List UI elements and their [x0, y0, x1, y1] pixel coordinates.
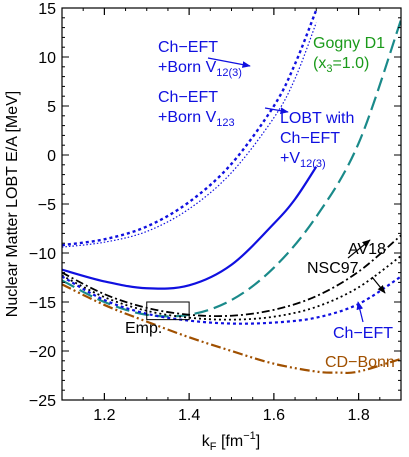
arrow-chEFT — [356, 301, 364, 323]
series-line-chEFT — [62, 275, 401, 325]
annotation-layer — [146, 57, 386, 323]
y-tick-label: −5 — [38, 197, 56, 214]
x-tick-label: 1.2 — [93, 407, 115, 424]
x-axis-label: kF [fm−1] — [202, 430, 260, 453]
curve-label-chborn3_l2: +Born V12(3) — [158, 59, 242, 79]
curve-label-av18_l: AV18 — [348, 241, 386, 258]
series-layer — [62, 9, 401, 375]
x-tick-label: 1.6 — [263, 407, 285, 424]
y-tick-label: −20 — [29, 344, 56, 361]
series-line-nsc97 — [62, 255, 401, 321]
curve-label-chEFT_l: Ch−EFT — [333, 325, 393, 342]
empirical-saturation-box — [146, 301, 190, 321]
curve-label-chborn3_l1: Ch−EFT — [158, 39, 218, 56]
x-axis-label-main: k — [202, 433, 211, 450]
y-tick-label: 0 — [47, 148, 56, 165]
y-tick-label: −25 — [29, 393, 56, 410]
y-axis-label: Nuclear Matter LOBT E/A [MeV] — [4, 91, 21, 317]
series-line-gogny — [62, 19, 401, 318]
series-line-chborn123 — [62, 22, 317, 248]
series-line-lobt — [62, 166, 318, 290]
x-tick-label: 1.8 — [348, 407, 370, 424]
labels-layer: Ch−EFT +Born V12(3) Ch−EFT +Born V123 LOBT w… — [125, 35, 395, 371]
axis-title-layer: kF [fm−1] Nuclear Matter LOBT E/A [MeV] — [4, 91, 260, 453]
x-axis-label-rest: [fm — [217, 433, 244, 450]
curve-label-emp_l: Emp. — [125, 320, 162, 337]
x-axis-label-close: ] — [256, 433, 260, 450]
x-tick-label: 1.4 — [178, 407, 200, 424]
x-axis-label-sub: F — [210, 441, 217, 453]
series-line-av18 — [62, 234, 401, 318]
curve-label-lobt_l3: +V12(3) — [280, 150, 326, 170]
curve-label-cdbonn_l: CD−Bonn — [325, 354, 395, 371]
series-line-chborn3 — [62, 9, 318, 247]
arrow-av18 — [347, 239, 371, 259]
curve-label-gogny_l2: (x3=1.0) — [313, 55, 369, 75]
curve-label-chborn123_l2: +Born V123 — [158, 109, 235, 129]
curve-label-chborn123_l1: Ch−EFT — [158, 89, 218, 106]
y-tick-label: 10 — [38, 50, 56, 67]
curve-label-gogny_l1: Gogny D1 — [313, 35, 385, 52]
y-tick-label: −15 — [29, 295, 56, 312]
curve-label-nsc97_l: NSC97 — [307, 260, 359, 277]
curve-label-lobt_l2: Ch−EFT — [280, 130, 340, 147]
arrow-chborn3 — [207, 57, 251, 68]
axes-layer: 1.2 1.4 1.6 1.8 −25 −20 −15 −10 −5 0 5 10 15 — [29, 1, 402, 424]
y-tick-label: 5 — [47, 99, 56, 116]
y-tick-label: −10 — [29, 246, 56, 263]
y-tick-label: 15 — [38, 1, 56, 18]
arrow-nsc97 — [371, 276, 386, 294]
x-axis-label-sup: −1 — [243, 430, 256, 442]
curve-label-lobt_l1: LOBT with — [280, 110, 354, 127]
series-line-cdbonn — [62, 283, 401, 375]
arrow-chborn123 — [264, 107, 289, 115]
